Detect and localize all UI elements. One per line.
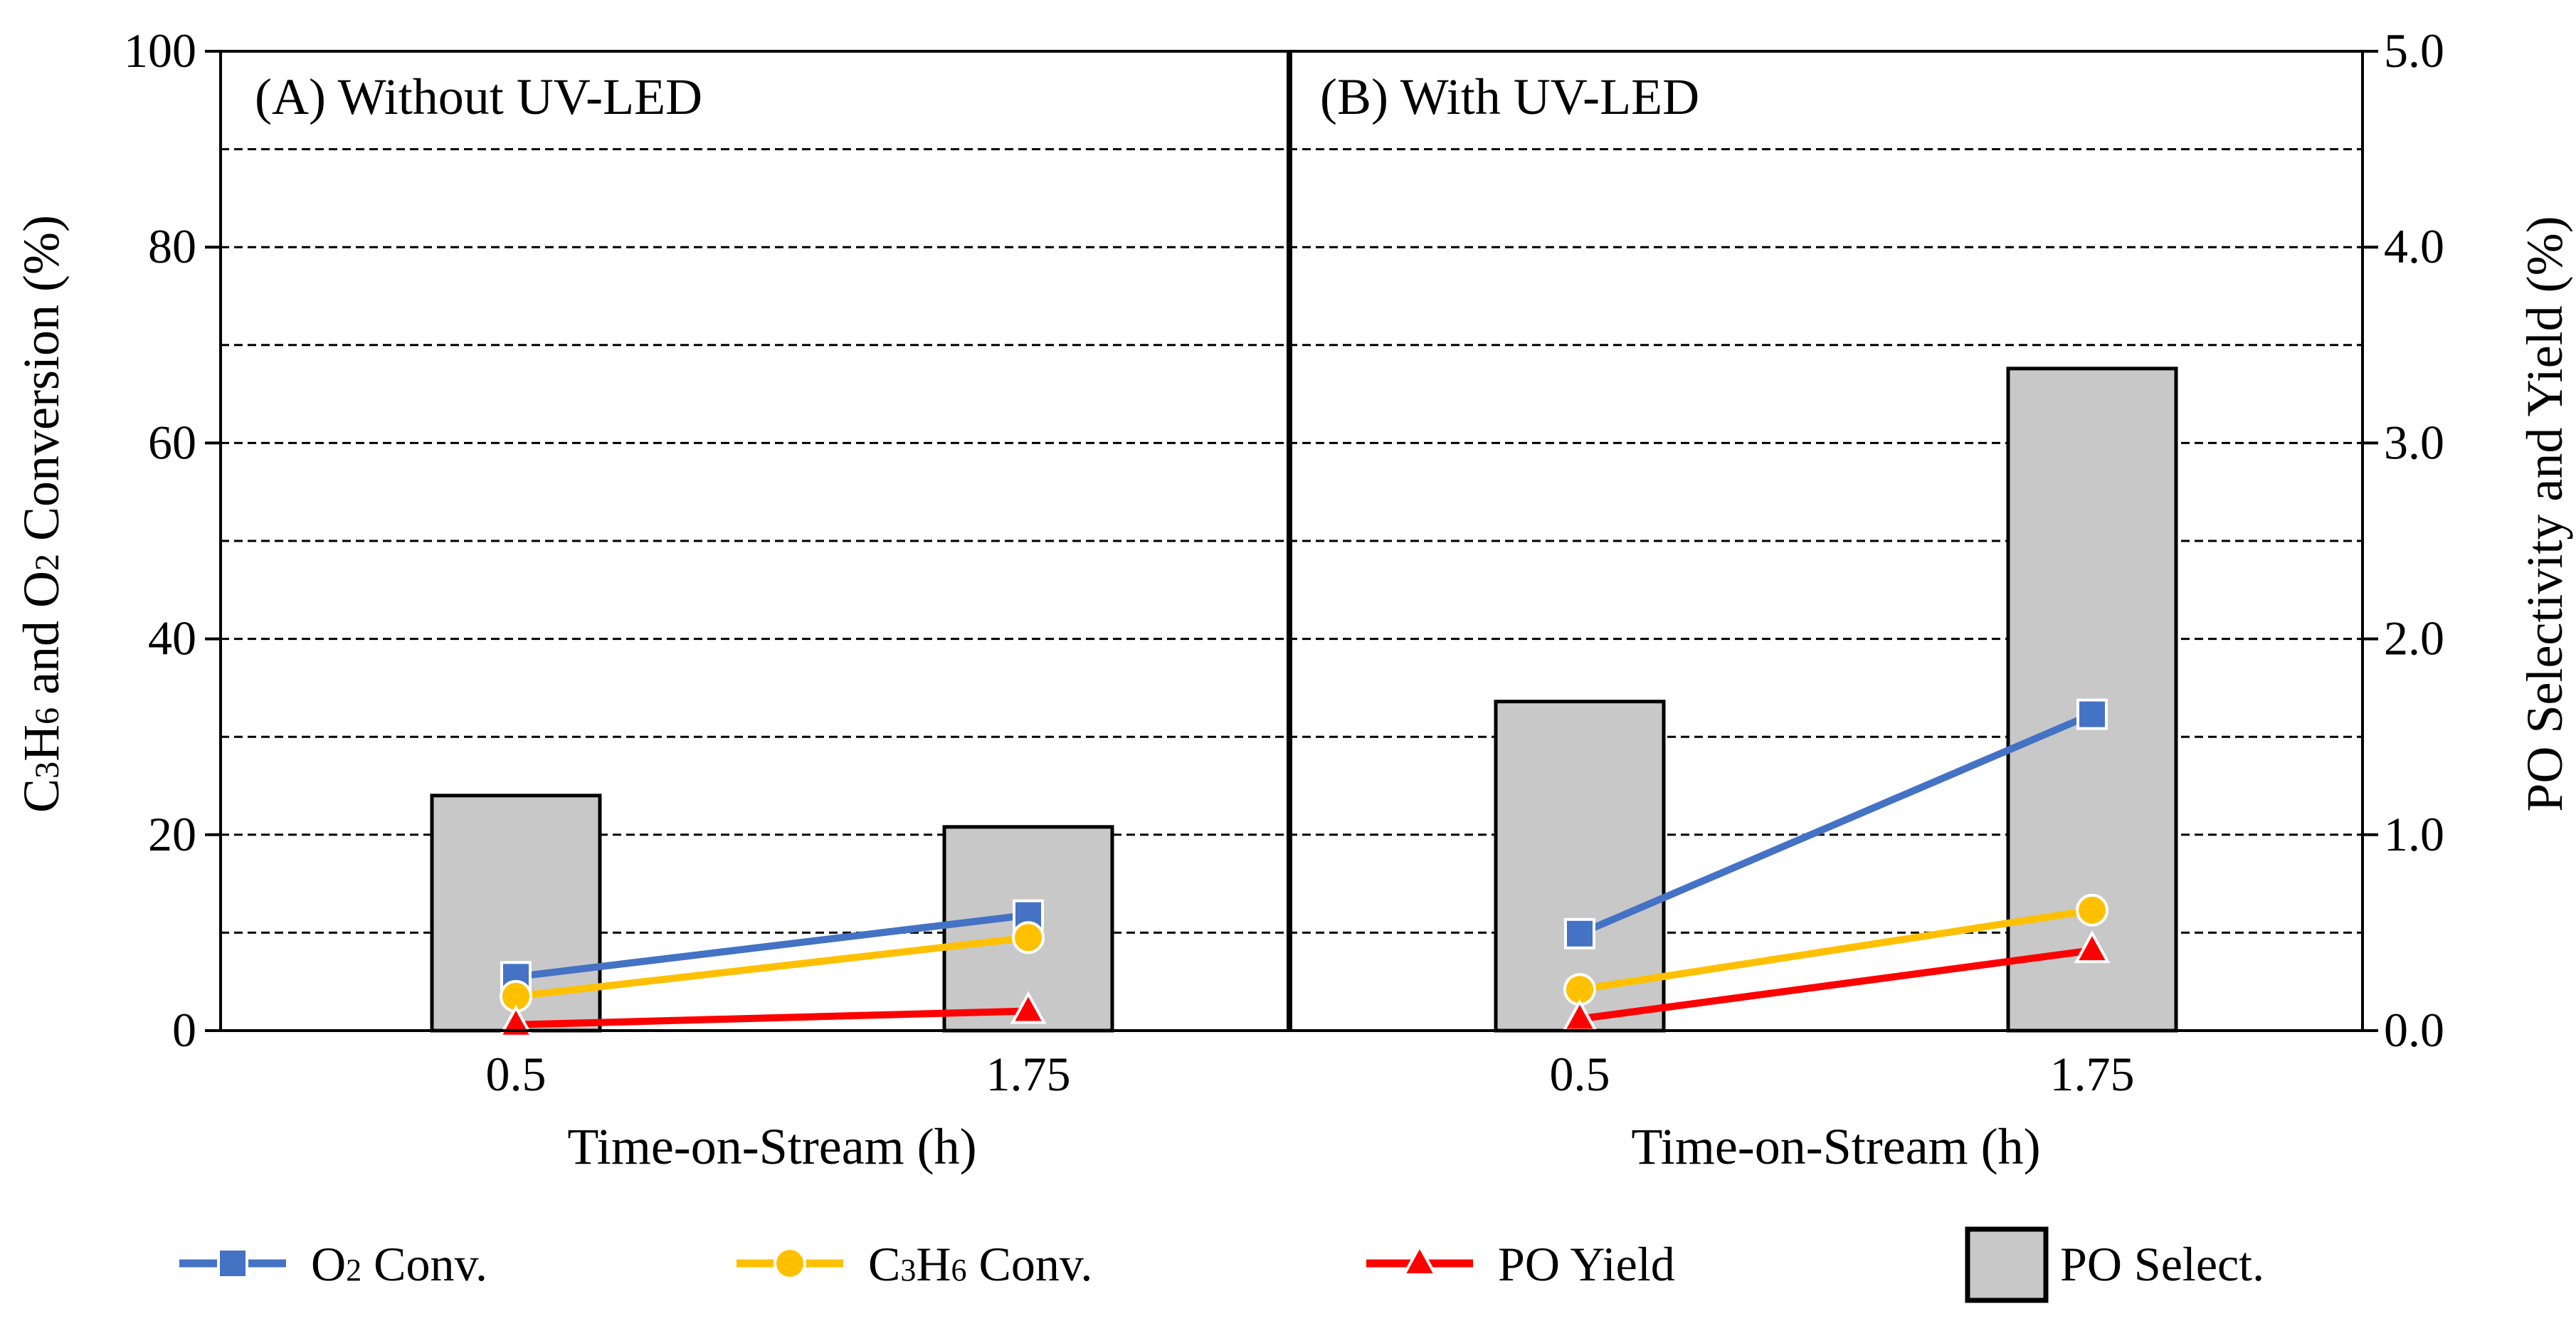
y-left-tick-label: 100	[124, 23, 196, 78]
y-right-tick-label: 4.0	[2384, 219, 2444, 273]
legend-label: C3H6 Conv.	[868, 1237, 1092, 1291]
legend: O2 Conv. C3H6 Conv. PO Yield PO Select.	[179, 1229, 2264, 1300]
y-right-tick-label: 3.0	[2384, 415, 2444, 469]
legend-label: O2 Conv.	[311, 1237, 487, 1291]
series-marker	[2078, 700, 2106, 729]
series-marker	[1566, 920, 1594, 948]
x-tick-label: 1.75	[2050, 1047, 2135, 1101]
series-marker	[1013, 922, 1043, 952]
y-left-tick-label: 60	[148, 415, 196, 469]
x-axis-title-b: Time-on-Stream (h)	[1631, 1118, 2040, 1175]
series-markers	[500, 700, 2108, 1036]
y-left-tick-label: 80	[148, 219, 196, 273]
x-tick-label: 0.5	[486, 1047, 547, 1101]
legend-swatch-marker	[775, 1248, 805, 1278]
legend-swatch-marker	[218, 1249, 247, 1278]
legend-label: PO Yield	[1498, 1237, 1675, 1291]
y-right-tick-label: 1.0	[2384, 807, 2444, 861]
bars	[432, 369, 2176, 1031]
chart: 0 20 40 60 80 100 0.0 1.0 2.0 3.0 4.0 5.0 0.5 1.75 0.5…	[0, 0, 2576, 1321]
y-left-tick-label: 40	[148, 611, 196, 665]
y-left-tick-label: 0	[172, 1003, 196, 1057]
x-tick-label: 0.5	[1550, 1047, 1610, 1101]
y-right-tick-label: 0.0	[2384, 1003, 2444, 1057]
y-right-tick-label: 5.0	[2384, 23, 2444, 78]
y-left-tick-label: 20	[148, 807, 196, 861]
y-axis-left-title: C3H6 and O2 Conversion (%)	[13, 215, 70, 813]
series-lines	[516, 715, 2092, 1025]
x-axis-title-a: Time-on-Stream (h)	[567, 1118, 976, 1175]
series-marker	[2077, 895, 2107, 925]
x-tick-label: 1.75	[986, 1047, 1071, 1101]
legend-swatch-bar	[1968, 1229, 2046, 1300]
y-right-tick-label: 2.0	[2384, 611, 2444, 665]
panel-a-label: (A) Without UV-LED	[255, 68, 702, 125]
legend-label: PO Select.	[2060, 1237, 2264, 1291]
panel-b-label: (B) With UV-LED	[1320, 68, 1699, 125]
y-axis-right-title: PO Selectivity and Yield (%)	[2516, 216, 2573, 811]
